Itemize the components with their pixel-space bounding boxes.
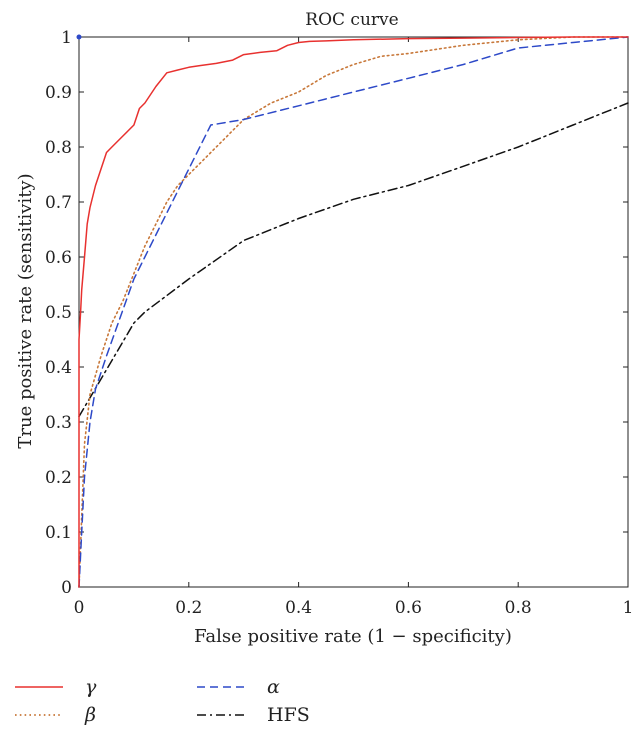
series-α-line	[78, 36, 629, 588]
legend-label: α	[267, 676, 280, 698]
y-tick-label: 0.4	[45, 358, 72, 378]
y-tick-label: 0.8	[45, 138, 72, 158]
x-tick-label: 0.2	[175, 598, 202, 618]
legend-label: β	[84, 704, 96, 726]
y-tick-label: 0	[61, 578, 72, 598]
legend: γβ α HFS	[15, 676, 310, 726]
corner-marker	[76, 34, 82, 40]
y-tick-label: 0.9	[45, 83, 72, 103]
legend-label: HFS	[267, 704, 310, 726]
x-tick-label: 0.6	[395, 598, 422, 618]
x-tick-label: 0.4	[285, 598, 312, 618]
y-tick-label: 0.3	[45, 413, 72, 433]
series-γ-line	[78, 36, 629, 588]
plot-frame	[78, 36, 629, 588]
y-tick-label: 0.2	[45, 468, 72, 488]
y-tick-label: 0.6	[45, 248, 72, 268]
x-tick-label: 1	[623, 598, 634, 618]
x-axis-title: False positive rate (1 − specificity)	[194, 626, 512, 647]
x-tick-label: 0.8	[505, 598, 532, 618]
y-tick-label: 0.7	[45, 193, 72, 213]
axis-ticks: 0 0.2 0.4 0.6 0.8 1 0 0.1 0.2 0.3 0.4 0.5 0.6 0.7 0.8 0…	[45, 28, 633, 618]
y-axis-title: True positive rate (sensitivity)	[15, 173, 36, 448]
chart-title: ROC curve	[305, 10, 398, 30]
y-tick-label: 0.5	[45, 303, 72, 323]
series-β-line	[78, 36, 629, 588]
x-tick-label: 0	[74, 598, 85, 618]
y-tick-label: 1	[61, 28, 72, 48]
y-tick-label: 0.1	[45, 523, 72, 543]
legend-label: γ	[85, 676, 97, 698]
series-hfs-line	[78, 102, 629, 418]
series-layer	[78, 36, 629, 588]
